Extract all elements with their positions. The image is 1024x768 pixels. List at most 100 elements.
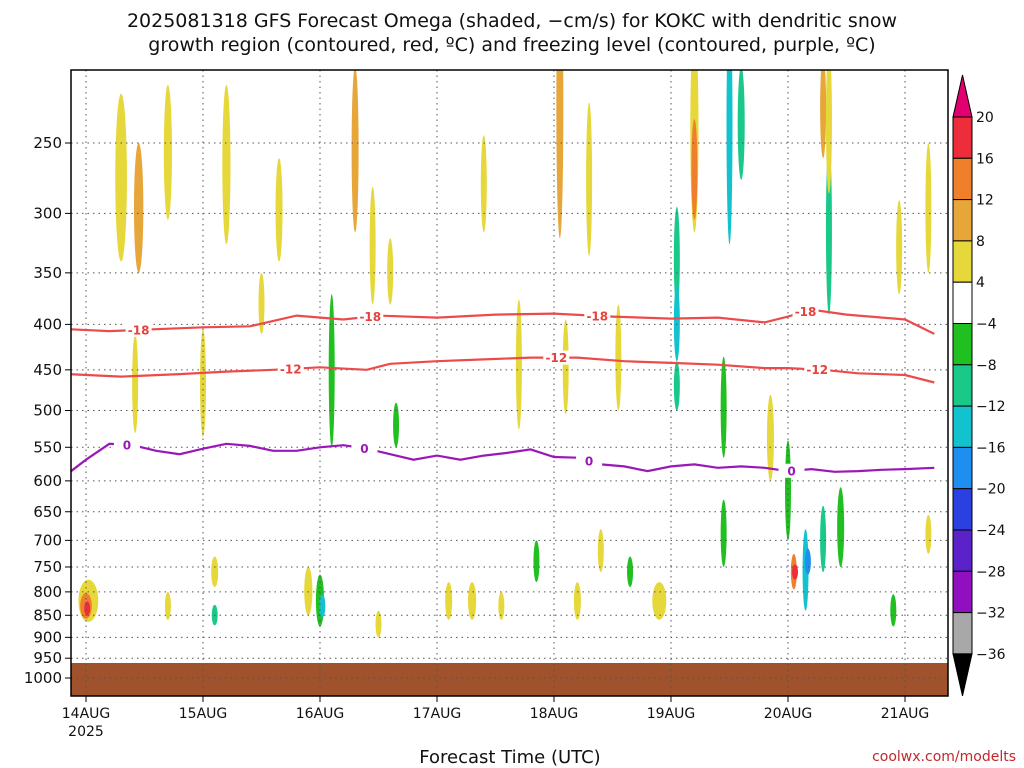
colorbar-label: −12 xyxy=(976,399,1006,415)
colorbar-segment xyxy=(952,405,973,448)
colorbar-segment xyxy=(952,240,973,283)
omega-cell xyxy=(720,499,727,567)
omega-cell xyxy=(691,119,698,220)
omega-cell xyxy=(375,610,382,638)
omega-cell xyxy=(351,70,359,233)
y-tick-label: 250 xyxy=(33,134,62,152)
omega-cell xyxy=(673,283,680,362)
x-tick-label: 15AUG xyxy=(179,706,228,722)
omega-cell xyxy=(925,514,932,554)
contour-label: 0 xyxy=(585,455,593,469)
colorbar-segment xyxy=(952,570,973,614)
chart-title-line1: 2025081318 GFS Forecast Omega (shaded, −… xyxy=(127,10,897,32)
colorbar-segment xyxy=(952,364,973,407)
colorbar-label: 4 xyxy=(976,275,985,291)
x-axis-ticks: 14AUG 2025 15AUG 16AUG 17AUG 18AUG 19AUG 20AUG 2… xyxy=(62,696,930,740)
y-tick-label: 1000 xyxy=(24,669,62,687)
omega-cell xyxy=(445,582,453,620)
omega-cell xyxy=(515,299,522,430)
omega-cell xyxy=(319,594,326,618)
contour-label-bg xyxy=(778,463,805,478)
omega-cell xyxy=(468,582,477,620)
omega-cell xyxy=(163,84,172,220)
contour-label-bg xyxy=(804,362,831,377)
omega-cell xyxy=(369,186,376,305)
omega-cell xyxy=(562,319,569,415)
contour-label: -18 xyxy=(128,323,150,337)
contour-label: -12 xyxy=(806,363,828,377)
colorbar-label: 16 xyxy=(976,151,994,167)
y-tick-label: 650 xyxy=(33,503,62,521)
omega-cell xyxy=(573,582,581,620)
contour-label-bg xyxy=(543,350,570,365)
omega-cell xyxy=(825,143,832,315)
omega-cell xyxy=(673,206,680,310)
omega-cell xyxy=(275,158,283,262)
omega-cell xyxy=(498,591,505,620)
contour-label: 0 xyxy=(123,438,131,452)
contour-label-bg xyxy=(113,437,140,452)
y-tick-label: 400 xyxy=(33,315,62,333)
omega-cell xyxy=(737,70,745,180)
x-tick-year: 2025 xyxy=(68,724,104,740)
omega-cell xyxy=(211,556,219,588)
omega-cell xyxy=(480,135,487,233)
y-tick-label: 500 xyxy=(33,402,62,420)
y-tick-label: 950 xyxy=(33,649,62,667)
omega-cell xyxy=(258,272,265,334)
omega-cell xyxy=(825,70,832,194)
colorbar-segment xyxy=(952,488,973,531)
colorbar: 20 16 12 8 4 −4 −8 −12 −16 −20 −24 −28 −32 −36 xyxy=(952,74,1006,697)
x-tick-label: 18AUG xyxy=(530,706,579,722)
colorbar-bottom-arrow xyxy=(952,653,973,697)
omega-cell xyxy=(132,333,139,433)
y-tick-label: 800 xyxy=(33,583,62,601)
omega-cell xyxy=(222,84,231,245)
omega-cell xyxy=(556,70,564,239)
omega-cell xyxy=(792,564,799,580)
omega-cell xyxy=(766,394,774,481)
contour-label-bg xyxy=(277,361,304,376)
plot-frame xyxy=(70,69,949,697)
omega-cell xyxy=(200,329,206,437)
omega-cell xyxy=(896,200,903,295)
contour-label: 0 xyxy=(360,442,368,456)
omega-cell xyxy=(720,356,727,458)
x-tick-label: 14AUG xyxy=(62,706,111,722)
omega-cell xyxy=(726,70,733,245)
y-tick-label: 350 xyxy=(33,264,62,282)
omega-cell xyxy=(328,294,335,448)
x-tick-label: 21AUG xyxy=(881,706,930,722)
omega-cell xyxy=(615,304,622,411)
omega-cell xyxy=(652,582,667,620)
omega-cell xyxy=(890,594,897,627)
x-axis-label: Forecast Time (UTC) xyxy=(419,747,600,768)
omega-cell xyxy=(837,487,845,567)
y-tick-label: 850 xyxy=(33,606,62,624)
x-tick-label: 17AUG xyxy=(413,706,462,722)
contour-label-bg xyxy=(792,304,819,319)
omega-cell xyxy=(533,540,540,583)
omega-cell xyxy=(673,361,680,411)
credit-text: coolwx.com/modelts xyxy=(872,749,1016,765)
colorbar-label: −36 xyxy=(976,647,1006,663)
contour-label-bg xyxy=(576,454,603,469)
colorbar-label: −28 xyxy=(976,564,1006,580)
omega-cell xyxy=(597,529,604,573)
omega-cell xyxy=(627,556,634,588)
contour-label: -18 xyxy=(795,305,817,319)
colorbar-segment xyxy=(952,446,973,490)
contour-label-bg xyxy=(357,309,384,324)
omega-cell xyxy=(387,238,394,305)
omega-cell xyxy=(304,566,313,616)
colorbar-label: 12 xyxy=(976,193,994,209)
contour-label: -12 xyxy=(545,351,567,365)
colorbar-label: 20 xyxy=(976,110,994,126)
colorbar-label: −4 xyxy=(976,317,997,333)
chart-title-line2: growth region (contoured, red, ºC) and f… xyxy=(148,34,875,56)
omega-cell xyxy=(133,143,144,273)
colorbar-label: −24 xyxy=(976,523,1006,539)
contour-label-bg xyxy=(584,308,611,323)
colorbar-top-arrow xyxy=(952,74,973,118)
